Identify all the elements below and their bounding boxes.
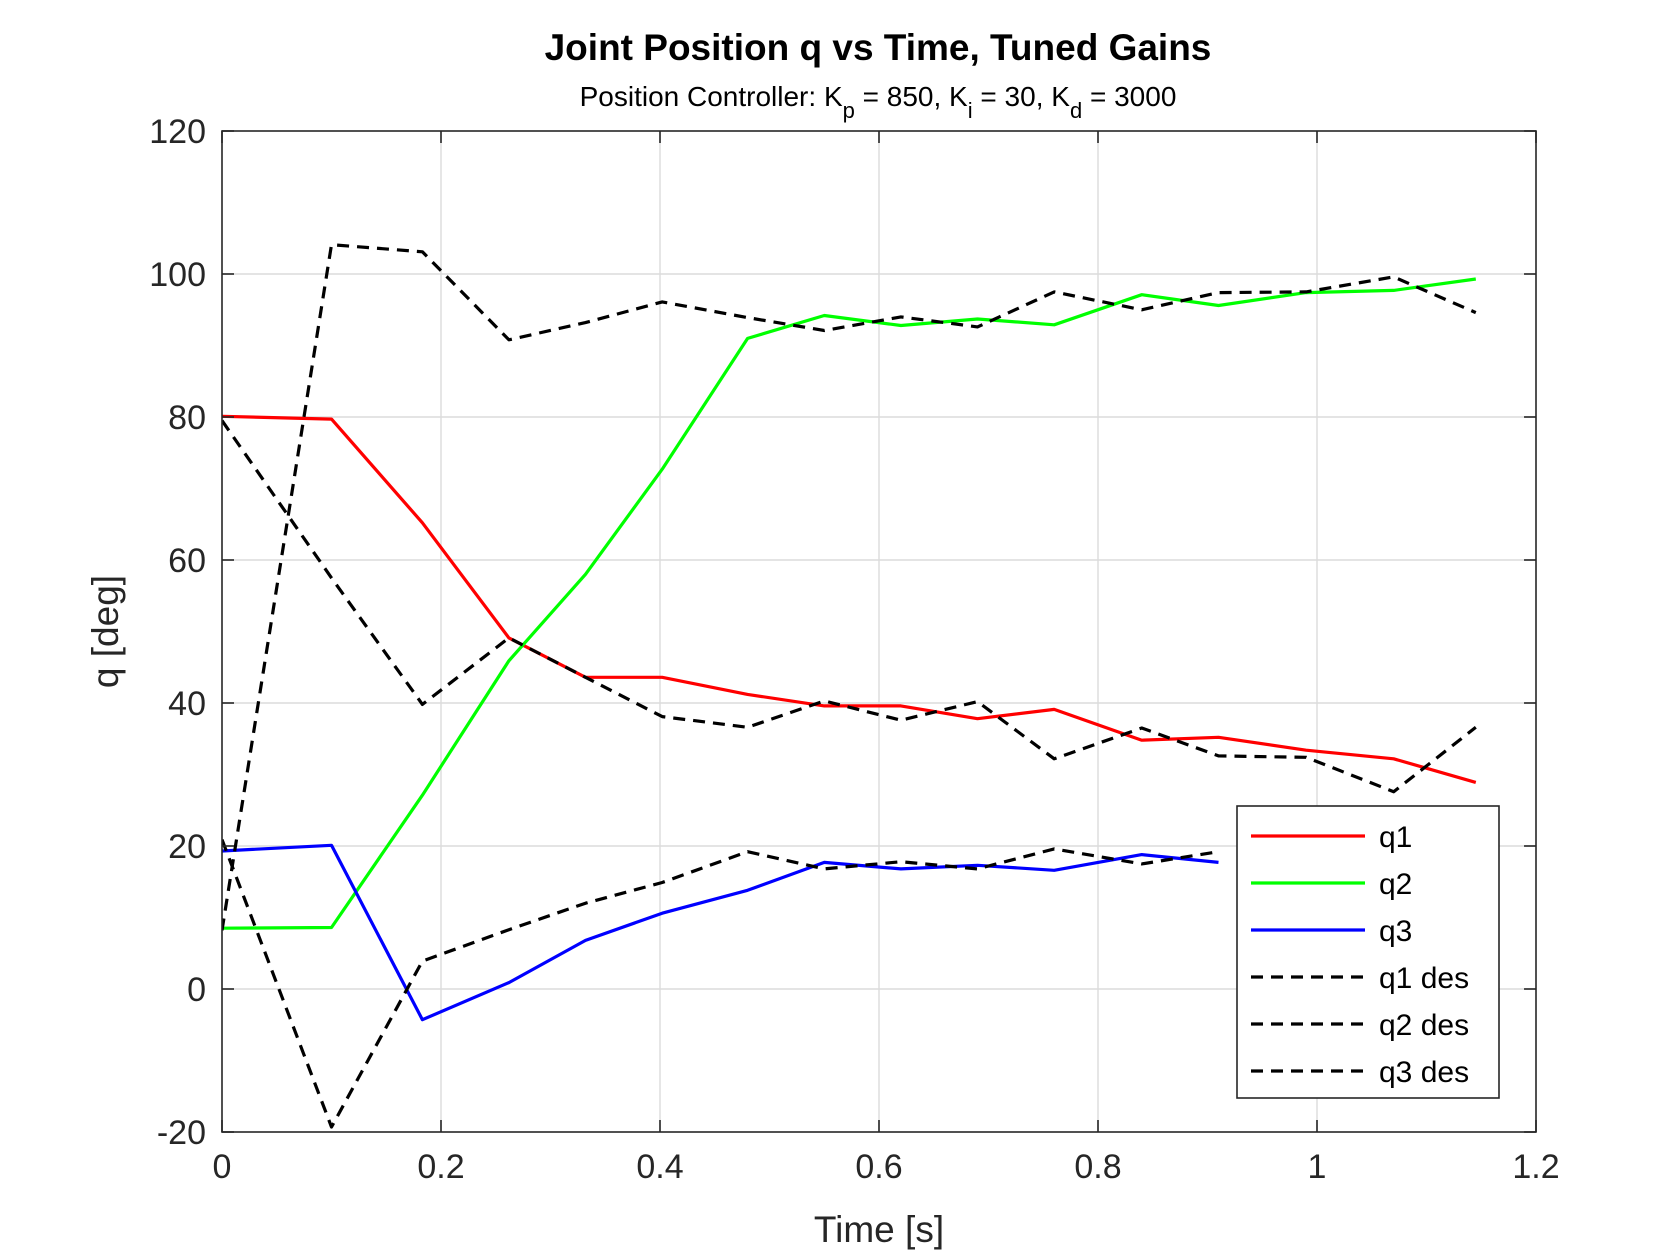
subtitle-subscript: i bbox=[968, 98, 973, 123]
y-tick-label: -20 bbox=[157, 1114, 206, 1152]
subtitle-text: = 3000 bbox=[1082, 81, 1176, 112]
series-line-q1-des bbox=[222, 419, 1477, 794]
y-tick-label: 40 bbox=[168, 685, 206, 723]
x-tick-label: 0 bbox=[213, 1148, 232, 1186]
legend-label: q1 des bbox=[1379, 962, 1469, 995]
y-tick-label: 60 bbox=[168, 542, 206, 580]
x-axis-label: Time [s] bbox=[814, 1209, 944, 1250]
series-line-q2 bbox=[222, 277, 1477, 930]
y-axis-label: q [deg] bbox=[85, 575, 126, 688]
legend-label: q2 des bbox=[1379, 1009, 1469, 1042]
y-tick-label: 80 bbox=[168, 399, 206, 437]
legend-label: q3 des bbox=[1379, 1056, 1469, 1089]
subtitle-text: = 850, K bbox=[855, 81, 968, 112]
plot-area bbox=[222, 243, 1477, 1129]
y-tick-label: 100 bbox=[149, 256, 206, 294]
x-tick-label: 0.8 bbox=[1074, 1148, 1121, 1186]
series-line-q2-des bbox=[222, 243, 1477, 931]
x-tick-label: 0.6 bbox=[855, 1148, 902, 1186]
series-line-q3 bbox=[222, 843, 1219, 1022]
subtitle-subscript: d bbox=[1070, 98, 1082, 123]
subtitle-subscript: p bbox=[843, 98, 855, 123]
x-tick-label: 1.2 bbox=[1512, 1148, 1559, 1186]
legend: q1 q2 q3 q1 des q2 des q3 des bbox=[1236, 805, 1500, 1099]
subtitle-text: Position Controller: K bbox=[580, 81, 843, 112]
legend-label: q1 bbox=[1379, 821, 1412, 854]
legend-label: q3 bbox=[1379, 915, 1412, 948]
legend-label: q2 bbox=[1379, 868, 1412, 901]
subtitle-text: = 30, K bbox=[973, 81, 1071, 112]
y-tick-label: 0 bbox=[187, 971, 206, 1009]
y-tick-label: 120 bbox=[149, 113, 206, 151]
series-line-q3-des bbox=[222, 839, 1219, 1129]
chart-subtitle: Position Controller: Kp = 850, Ki = 30, … bbox=[580, 81, 1177, 123]
x-tick-label: 0.2 bbox=[417, 1148, 464, 1186]
y-tick-label: 20 bbox=[168, 828, 206, 866]
x-tick-label: 0.4 bbox=[636, 1148, 683, 1186]
legend-box bbox=[1236, 805, 1500, 1099]
axis-ticks bbox=[221, 130, 1537, 1133]
series-line-q1 bbox=[222, 414, 1477, 784]
x-tick-label: 1 bbox=[1308, 1148, 1327, 1186]
chart-title: Joint Position q vs Time, Tuned Gains bbox=[545, 27, 1212, 68]
